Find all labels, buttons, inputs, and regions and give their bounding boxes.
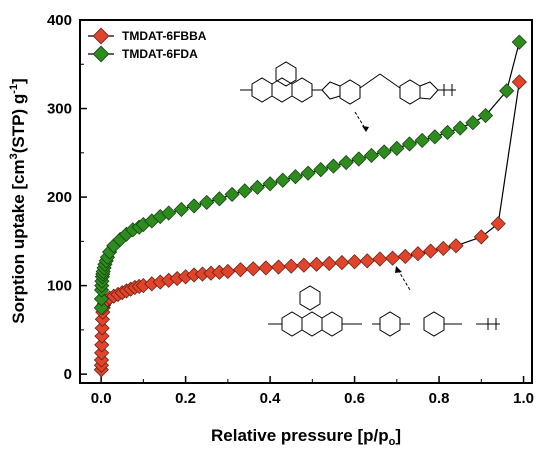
data-point <box>296 257 312 273</box>
data-point <box>287 169 304 185</box>
data-point <box>211 191 227 207</box>
series-layer <box>93 34 527 378</box>
data-point <box>300 165 316 181</box>
data-point <box>199 194 215 210</box>
data-point <box>224 186 240 202</box>
structure-6fda-illustration <box>240 61 456 132</box>
legend-label-6fda: TMDAT-6FDA <box>122 47 198 61</box>
x-tick-label: 0.0 <box>91 390 112 407</box>
series-tmdat-6fbba <box>93 74 527 378</box>
x-axis-title: Relative pressure [p/po] <box>211 426 401 448</box>
data-point <box>94 337 110 353</box>
y-axis-title: Sorption uptake [cm3(STP) g-1] <box>8 78 28 323</box>
data-point <box>94 328 110 344</box>
data-point <box>511 34 527 50</box>
data-point <box>372 251 388 267</box>
data-point <box>313 162 329 178</box>
data-point <box>385 250 401 266</box>
data-point <box>237 183 253 199</box>
data-point <box>186 198 202 214</box>
data-point <box>93 291 110 307</box>
y-tick-label: 300 <box>47 101 72 118</box>
data-point <box>427 129 443 145</box>
data-point <box>94 345 110 361</box>
x-tick-label: 0.8 <box>429 390 450 407</box>
legend-label-6fbba: TMDAT-6FBBA <box>122 29 207 43</box>
data-point <box>423 243 439 259</box>
y-tick-label: 200 <box>47 189 72 206</box>
x-tick-label: 0.2 <box>175 390 196 407</box>
y-tick-label: 0 <box>64 366 72 383</box>
data-point <box>499 83 515 99</box>
data-point <box>477 108 494 124</box>
x-tick-label: 0.6 <box>344 390 365 407</box>
x-axis: 0.0 0.2 0.4 0.6 0.8 1.0 <box>91 376 534 407</box>
data-point <box>325 158 342 174</box>
data-point <box>452 120 468 136</box>
data-point <box>397 248 413 264</box>
data-point <box>258 260 274 276</box>
data-point <box>262 176 278 192</box>
data-point <box>401 136 418 152</box>
data-point <box>245 261 261 277</box>
data-point <box>363 147 380 164</box>
data-point <box>435 240 451 256</box>
plot-frame <box>79 19 533 384</box>
data-point <box>490 216 506 232</box>
data-point <box>448 238 464 254</box>
data-point <box>351 151 367 167</box>
data-point <box>283 258 299 274</box>
data-point <box>308 256 325 272</box>
data-point <box>359 253 375 269</box>
data-point <box>511 74 527 90</box>
data-point <box>338 154 354 171</box>
data-point <box>161 205 177 221</box>
data-point <box>347 254 363 270</box>
data-point <box>270 259 287 275</box>
legend-entry-6fbba: TMDAT-6FBBA <box>88 27 207 45</box>
data-point <box>321 255 337 272</box>
data-point <box>473 229 489 245</box>
data-point <box>220 263 236 280</box>
data-point <box>376 144 392 160</box>
data-point <box>439 124 456 141</box>
y-axis: 0 100 200 300 400 <box>47 12 87 383</box>
data-point <box>465 115 481 131</box>
data-point <box>334 255 350 271</box>
x-tick-label: 1.0 <box>513 390 534 407</box>
series-tmdat-6fda <box>93 34 527 316</box>
x-tick-label: 0.4 <box>260 390 282 407</box>
data-point <box>410 246 426 262</box>
data-point <box>275 172 291 188</box>
legend: TMDAT-6FBBA TMDAT-6FDA <box>88 27 207 63</box>
data-point <box>414 132 430 148</box>
data-point <box>94 320 110 336</box>
y-tick-label: 100 <box>47 278 72 295</box>
legend-marker-6fbba <box>92 27 110 45</box>
data-point <box>249 179 265 195</box>
y-tick-label: 400 <box>47 12 72 29</box>
legend-marker-6fda <box>92 45 110 63</box>
legend-entry-6fda: TMDAT-6FDA <box>88 45 198 63</box>
data-point <box>232 262 249 278</box>
data-point <box>389 140 405 156</box>
data-point <box>173 201 189 218</box>
data-point <box>93 300 109 316</box>
structure-6fbba-illustration <box>268 266 500 337</box>
